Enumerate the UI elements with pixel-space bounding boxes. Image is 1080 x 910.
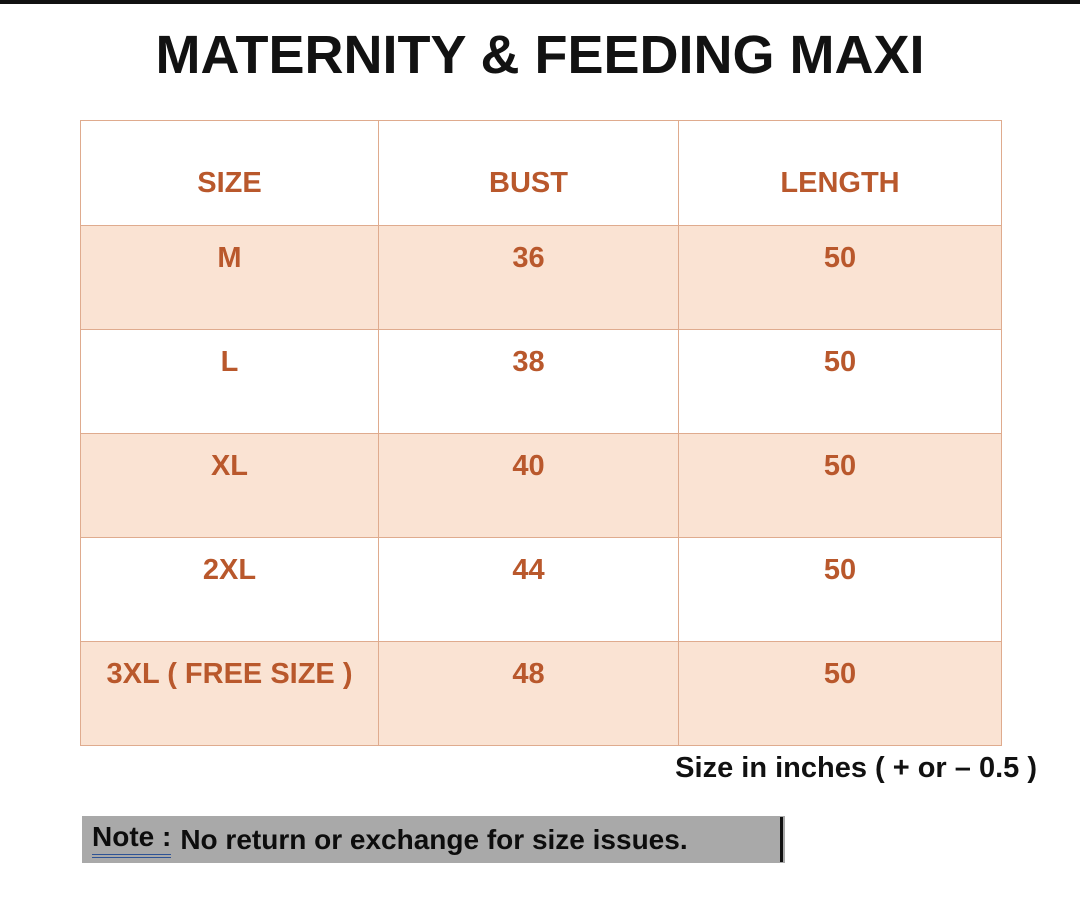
cell-size: XL bbox=[80, 433, 379, 538]
column-header-length: LENGTH bbox=[678, 120, 1002, 226]
cell-length: 50 bbox=[678, 329, 1002, 434]
cell-bust: 36 bbox=[378, 225, 679, 330]
cell-bust: 48 bbox=[378, 641, 679, 746]
cell-bust: 38 bbox=[378, 329, 679, 434]
text-cursor bbox=[780, 817, 783, 862]
table-row: XL 40 50 bbox=[80, 433, 1002, 538]
header-row: SIZE BUST LENGTH bbox=[80, 120, 1002, 226]
cell-length: 50 bbox=[678, 537, 1002, 642]
unit-caption: Size in inches ( + or – 0.5 ) bbox=[675, 752, 1037, 784]
cell-length: 50 bbox=[678, 225, 1002, 330]
page-title: MATERNITY & FEEDING MAXI bbox=[155, 25, 925, 85]
table-row: M 36 50 bbox=[80, 225, 1002, 330]
size-chart-table: SIZE BUST LENGTH M 36 50 L 38 50 XL 40 5… bbox=[80, 120, 1002, 746]
cell-size: 3XL ( FREE SIZE ) bbox=[80, 641, 379, 746]
table-row: 3XL ( FREE SIZE ) 48 50 bbox=[80, 641, 1002, 746]
table-row: 2XL 44 50 bbox=[80, 537, 1002, 642]
column-header-size: SIZE bbox=[80, 120, 379, 226]
note-text: No return or exchange for size issues. bbox=[180, 823, 688, 855]
cell-size: 2XL bbox=[80, 537, 379, 642]
cell-length: 50 bbox=[678, 641, 1002, 746]
note-label: Note : bbox=[92, 821, 172, 858]
top-border-bar bbox=[0, 0, 1080, 4]
cell-length: 50 bbox=[678, 433, 1002, 538]
table-row: L 38 50 bbox=[80, 329, 1002, 434]
cell-size: M bbox=[80, 225, 379, 330]
column-header-bust: BUST bbox=[378, 120, 679, 226]
footer-note-highlight: Note : No return or exchange for size is… bbox=[82, 816, 785, 863]
cell-bust: 44 bbox=[378, 537, 679, 642]
cell-size: L bbox=[80, 329, 379, 434]
cell-bust: 40 bbox=[378, 433, 679, 538]
